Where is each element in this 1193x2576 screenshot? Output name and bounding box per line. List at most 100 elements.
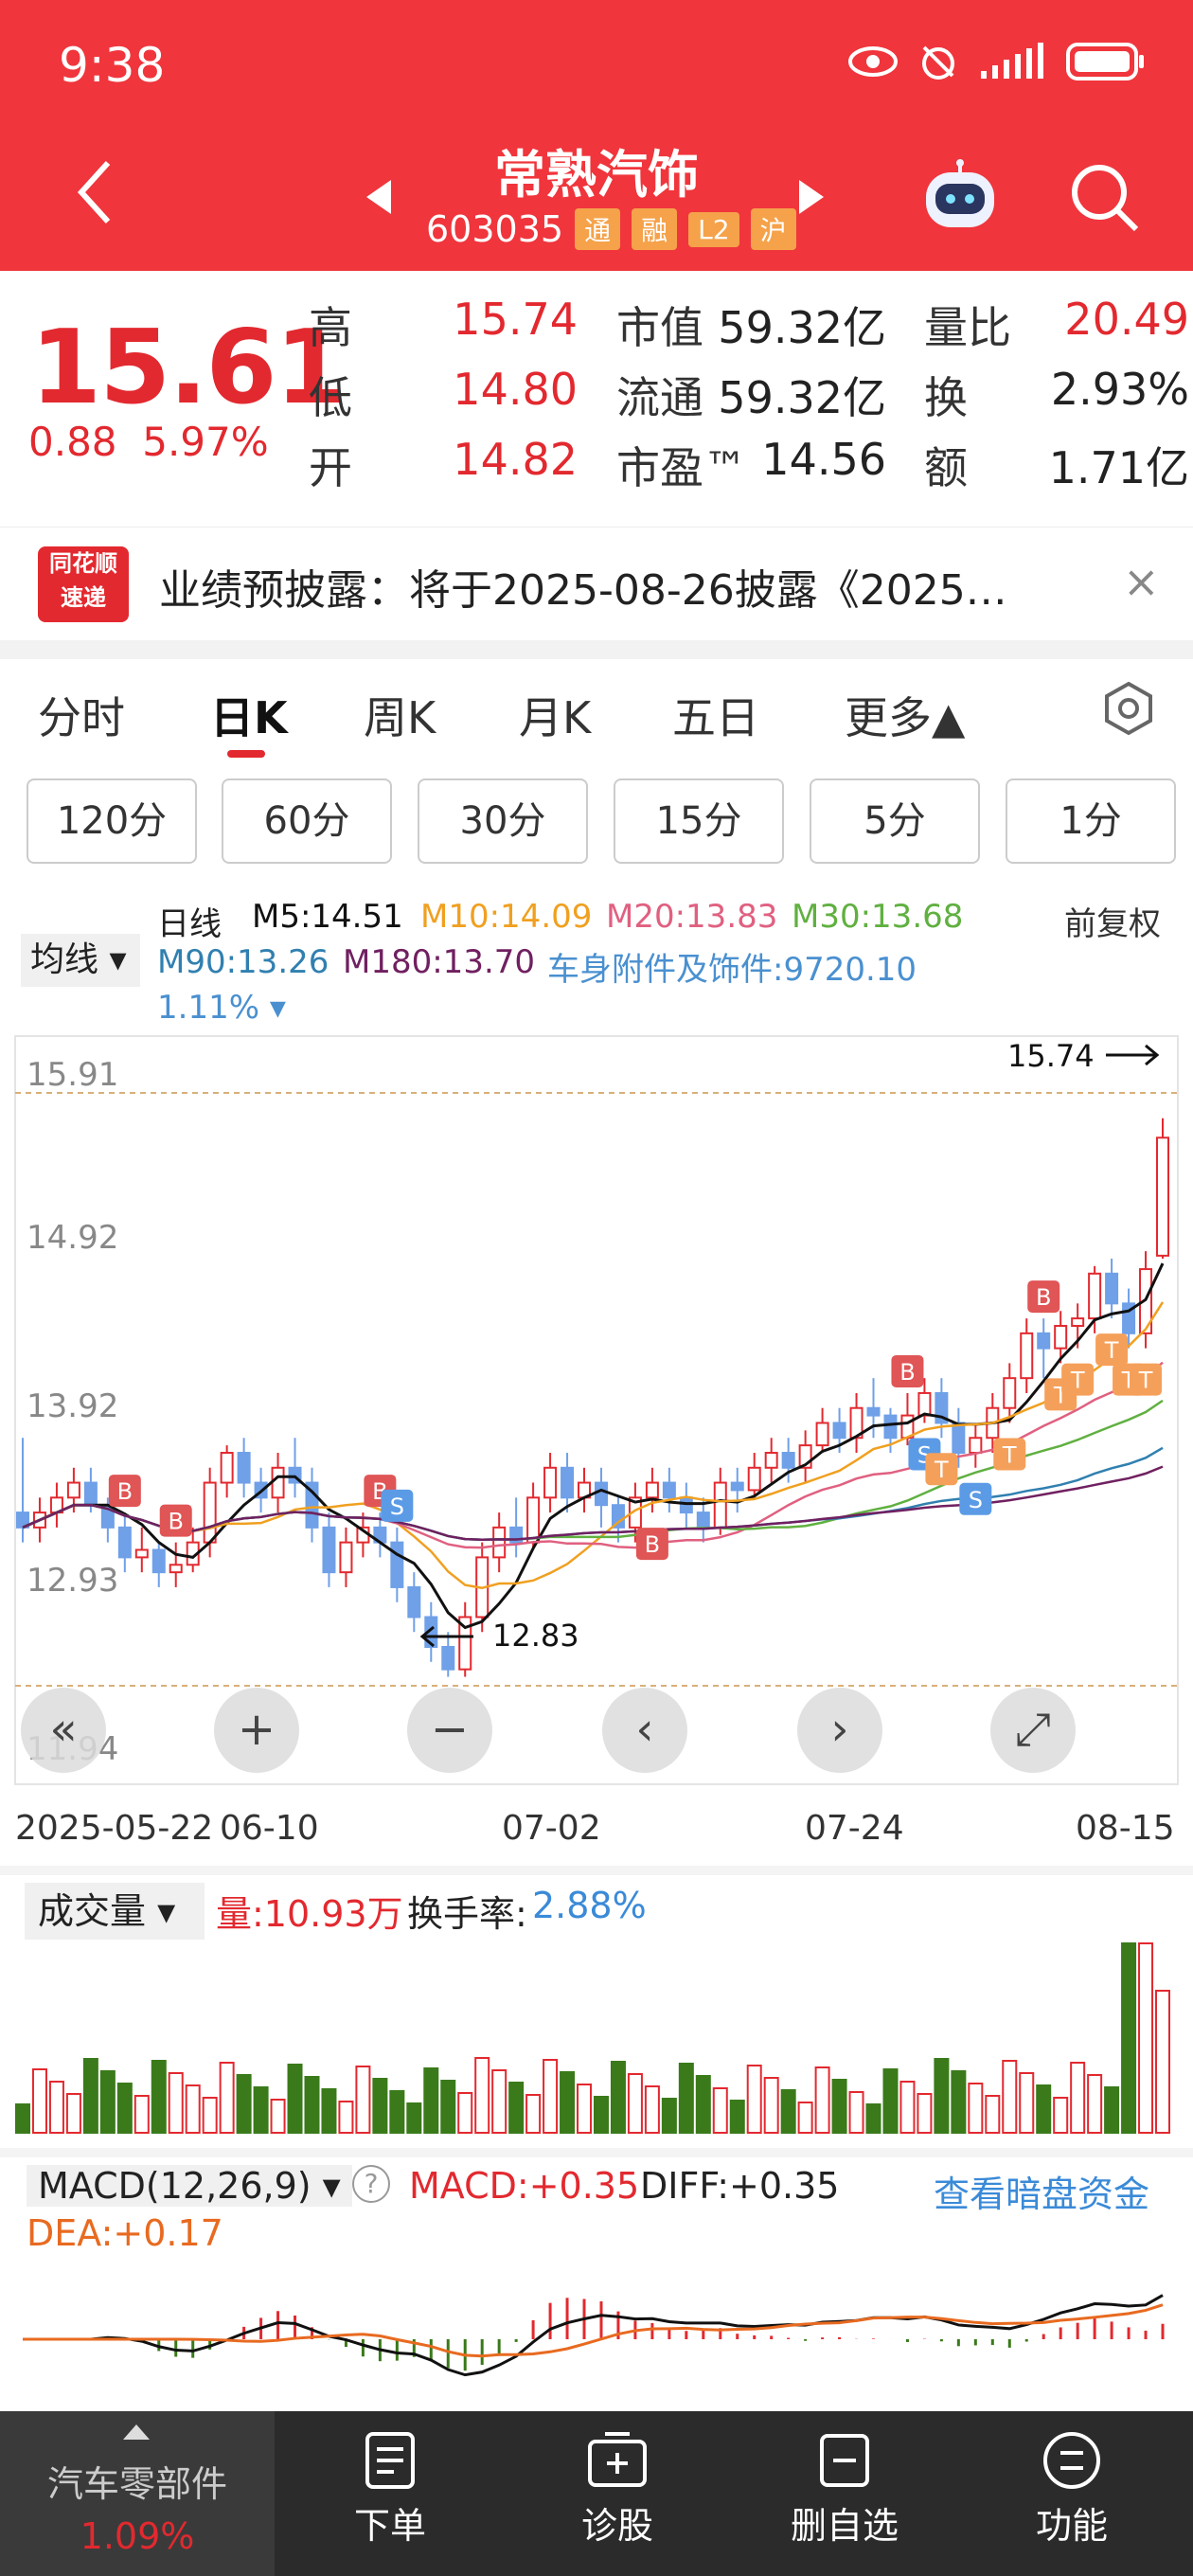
volume-bar (440, 2080, 456, 2134)
signal-badge[interactable] (108, 1475, 141, 1508)
turnover-label: 换手率: (407, 1893, 527, 1935)
ma-selector[interactable]: 均线 ▾ (21, 934, 140, 987)
candle-body (390, 1541, 404, 1588)
signal-badge[interactable] (891, 1354, 924, 1387)
period-60min[interactable]: 60分 (222, 778, 392, 864)
volume-bar (695, 2075, 711, 2134)
nav-functions-label: 功能 (1035, 2505, 1108, 2547)
volume-bar (406, 2102, 422, 2134)
signal-label: B (1036, 1284, 1051, 1311)
ma-m90: M90:13.26 (157, 943, 329, 981)
zoom-in-button[interactable]: + (214, 1688, 299, 1773)
volume-bar (202, 2097, 218, 2134)
signal-badge[interactable] (635, 1528, 668, 1561)
zoom-out-button[interactable]: − (407, 1688, 492, 1773)
previous-stock-icon[interactable] (365, 178, 393, 216)
news-banner[interactable]: 同花顺 速递 业绩预披露：将于2025-08-26披露《2025… × (0, 527, 1193, 640)
next-stock-icon[interactable] (797, 178, 826, 216)
volume-bar (917, 2093, 933, 2134)
tab-daily-k[interactable]: 日K (210, 692, 288, 743)
nav-sector[interactable]: 汽车零部件 1.09% (0, 2411, 275, 2576)
ma-forward-adjust[interactable]: 前复权 (1064, 905, 1161, 943)
period-30min[interactable]: 30分 (418, 778, 588, 864)
nav-diagnose[interactable]: 诊股 (523, 2430, 712, 2549)
period-120min[interactable]: 120分 (27, 778, 197, 864)
signal-badge[interactable] (993, 1438, 1026, 1471)
search-icon[interactable] (1068, 161, 1140, 233)
volume-bar (831, 2079, 847, 2134)
tab-five-day[interactable]: 五日 (672, 692, 759, 743)
news-text[interactable]: 业绩预披露：将于2025-08-26披露《2025… (159, 566, 1007, 615)
volume-bar (474, 2057, 490, 2134)
tab-intraday[interactable]: 分时 (38, 692, 125, 743)
volume-bar (763, 2077, 779, 2134)
volume-bar (151, 2060, 167, 2134)
volume-bar (525, 2094, 542, 2134)
volume-bar (236, 2074, 252, 2134)
nav-order[interactable]: 下单 (295, 2430, 485, 2549)
candle-body (169, 1564, 183, 1574)
volume-bar (865, 2103, 881, 2134)
tab-more[interactable]: 更多▲ (845, 692, 966, 743)
volume-bar (560, 2071, 576, 2134)
period-1min[interactable]: 1分 (1006, 778, 1176, 864)
settings-hexagon-icon[interactable] (1100, 680, 1157, 737)
zoom-out-full-button[interactable]: « (21, 1688, 106, 1773)
candle-body (747, 1466, 761, 1492)
robot-assistant-icon[interactable] (920, 159, 1000, 231)
news-close-button[interactable]: × (1123, 556, 1160, 607)
candle-body (815, 1422, 829, 1447)
signal-badge[interactable] (1061, 1363, 1095, 1396)
nav-functions[interactable]: 功能 (977, 2430, 1166, 2549)
y-tick-1: 15.91 (27, 1056, 118, 1094)
candle-body (1071, 1317, 1085, 1327)
news-logo: 同花顺 速递 (38, 546, 129, 622)
signal-badge[interactable] (1130, 1363, 1163, 1396)
volume-bar (287, 2064, 303, 2134)
period-15min[interactable]: 15分 (614, 778, 784, 864)
tab-weekly-k[interactable]: 周K (364, 692, 436, 743)
volume-bar (968, 2083, 984, 2134)
y-tick-3: 13.92 (27, 1387, 118, 1425)
signal-badge[interactable] (159, 1504, 192, 1537)
macd-selector[interactable]: MACD(12,26,9) ▾ (27, 2165, 352, 2207)
up-caret-icon (123, 2424, 150, 2440)
ma-sector-pct[interactable]: 1.11% ▾ (157, 989, 286, 1027)
x-label-2: 06-10 (220, 1809, 319, 1848)
signal-label: B (899, 1359, 915, 1386)
macd-help-icon[interactable]: ? (352, 2165, 390, 2203)
tag-margin: 融 (632, 208, 678, 250)
signal-label: S (969, 1487, 983, 1513)
turnover-value: 2.88% (532, 1885, 647, 1926)
nav-remove-watchlist[interactable]: 删自选 (750, 2430, 939, 2549)
section-divider (0, 640, 1193, 659)
period-5min[interactable]: 5分 (810, 778, 980, 864)
ma-sector-index[interactable]: 车身附件及饰件:9720.10 (547, 951, 917, 989)
volume-selector[interactable]: 成交量 ▾ (25, 1883, 205, 1940)
move-right-button[interactable]: › (797, 1688, 882, 1773)
tag-hu: 沪 (750, 208, 796, 250)
back-icon[interactable] (76, 159, 114, 225)
signal-label: B (645, 1531, 660, 1558)
signal-badge[interactable] (381, 1489, 414, 1522)
price-change-value: 0.88 (28, 419, 117, 465)
volume-bar (491, 2069, 507, 2134)
stock-title-block: 常熟汽饰 (0, 133, 1193, 207)
status-time: 9:38 (59, 38, 166, 93)
signal-badge[interactable] (1095, 1333, 1129, 1367)
move-left-button[interactable]: ‹ (602, 1688, 687, 1773)
signal-label: T (1002, 1441, 1017, 1468)
signal-label: T (1104, 1337, 1119, 1364)
signal-badge[interactable] (1027, 1280, 1060, 1314)
signal-badge[interactable] (925, 1453, 958, 1486)
ma-m20: M20:13.83 (606, 898, 778, 936)
dark-pool-link[interactable]: 查看暗盘资金 (934, 2174, 1150, 2215)
nav-remove-watchlist-label: 删自选 (790, 2505, 899, 2547)
signal-badge[interactable] (959, 1482, 992, 1515)
low-arrow-head (419, 1625, 435, 1648)
fullscreen-button[interactable]: ⤢ (990, 1688, 1076, 1773)
tab-monthly-k[interactable]: 月K (519, 692, 592, 743)
volume-bar (168, 2072, 184, 2134)
nav-sector-pct: 1.09% (80, 2515, 195, 2557)
